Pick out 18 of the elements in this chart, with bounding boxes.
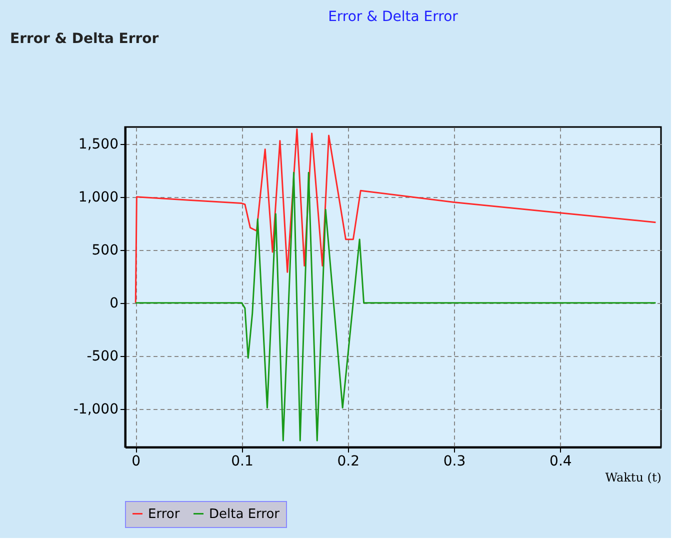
line-series <box>134 128 656 304</box>
y-tick-label: -1,000 <box>73 401 118 418</box>
text: Error & Delta Error <box>10 31 159 47</box>
legend-label: Error <box>148 506 180 522</box>
x-tick-label: 0.1 <box>231 454 254 470</box>
line-series <box>134 172 656 442</box>
x-tick-label: 0.2 <box>337 454 360 470</box>
x-axis-title: Waktu (t) <box>605 470 662 484</box>
y-tick-label: 500 <box>92 242 118 258</box>
y-tick-label: 1,500 <box>78 136 118 152</box>
y-tick-label: 1,000 <box>78 189 118 206</box>
chart-title: Error & Delta Error <box>328 9 458 25</box>
x-tick-label: 0 <box>132 454 141 470</box>
x-tick-label: 0.3 <box>443 454 466 470</box>
y-tick-label: 0 <box>110 295 118 312</box>
legend-label: Delta Error <box>209 506 280 522</box>
x-tick-label: 0.4 <box>550 454 572 470</box>
y-tick-label: -500 <box>86 348 118 364</box>
